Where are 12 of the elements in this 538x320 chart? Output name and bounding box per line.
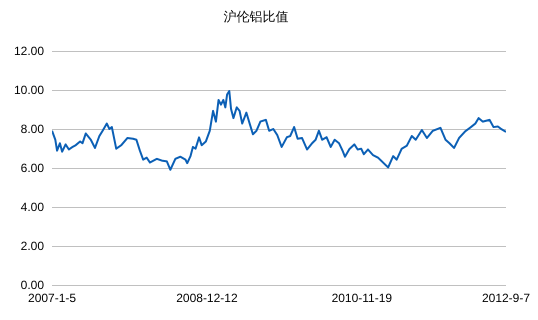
y-tick-label: 0.00 [20, 278, 44, 292]
y-tick-label: 10.00 [14, 82, 44, 97]
x-tick-label: 2012-9-7 [482, 291, 530, 306]
y-tick-label: 6.00 [20, 160, 44, 175]
x-tick-label: 2008-12-12 [176, 291, 238, 306]
y-tick-label: 2.00 [20, 238, 44, 253]
y-tick-label: 4.00 [20, 200, 44, 214]
x-tick-label: 2007-1-5 [28, 291, 76, 306]
chart-title: 沪伦铝比值 [224, 9, 288, 26]
y-tick-label: 8.00 [20, 122, 44, 136]
y-tick-label: 12.00 [14, 44, 44, 58]
x-tick-label: 2010-11-19 [332, 291, 392, 306]
